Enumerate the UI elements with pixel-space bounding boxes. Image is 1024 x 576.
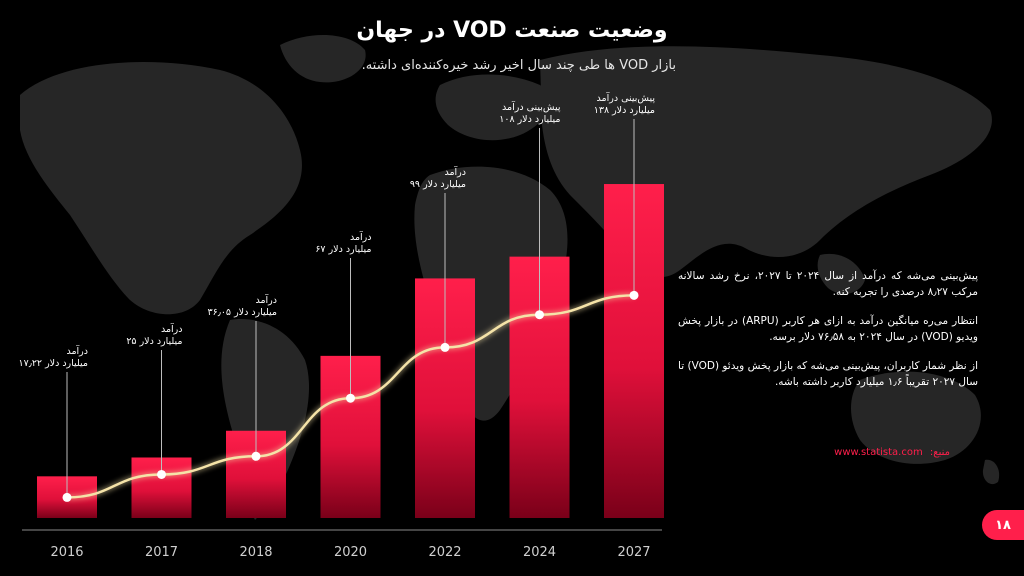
- info-paragraph-cagr: پیش‌بینی می‌شه که درآمد از سال ۲۰۲۴ تا ۲…: [678, 270, 978, 298]
- annotation-value-2020: ۶۷ میلیارد دلار: [315, 244, 371, 255]
- annotation-value-2022: ۹۹ میلیارد دلار: [410, 179, 466, 190]
- data-point-2018: [251, 451, 261, 461]
- data-point-2022: [440, 342, 450, 352]
- annotation-value-2018: ۳۶٫۰۵ میلیارد دلار: [208, 307, 277, 318]
- page-number-badge: ۱۸: [982, 510, 1024, 540]
- page-number: ۱۸: [995, 517, 1011, 533]
- x-tick-2022: 2022: [428, 545, 461, 560]
- annotation-value-2027: ۱۳۸ میلیارد دلار: [594, 105, 655, 116]
- data-point-2027: [629, 290, 639, 300]
- annotation-label-2017: درآمد: [161, 322, 183, 335]
- x-tick-2024: 2024: [523, 545, 556, 560]
- x-tick-2020: 2020: [334, 545, 367, 560]
- source-line: منبع: www.statista.com: [834, 447, 950, 458]
- annotation-label-2018: درآمد: [255, 293, 277, 306]
- source-link[interactable]: www.statista.com: [834, 447, 923, 458]
- annotation-label-2016: درآمد: [66, 344, 88, 357]
- annotation-value-2017: ۲۵ میلیارد دلار: [126, 336, 182, 347]
- info-paragraph-arpu: انتظار می‌ره میانگین درآمد به ازای هر کا…: [678, 315, 978, 343]
- data-point-2020: [346, 393, 355, 403]
- annotation-label-2020: درآمد: [350, 230, 372, 243]
- source-label: منبع:: [929, 447, 950, 458]
- annotation-label-2027: پیش‌بینی درآمد: [597, 91, 656, 104]
- info-panel: پیش‌بینی می‌شه که درآمد از سال ۲۰۲۴ تا ۲…: [678, 268, 978, 403]
- x-tick-2017: 2017: [145, 545, 178, 560]
- data-point-2017: [157, 469, 166, 479]
- annotation-label-2022: درآمد: [444, 165, 466, 178]
- data-point-2024: [535, 310, 544, 320]
- x-tick-2018: 2018: [239, 545, 272, 560]
- data-point-2016: [62, 492, 72, 502]
- annotation-value-2024: ۱۰۸ میلیارد دلار: [499, 114, 560, 125]
- info-paragraph-users: از نظر شمار کاربران، پیش‌بینی می‌شه که ب…: [678, 360, 979, 388]
- annotation-label-2024: پیش‌بینی درآمد: [502, 100, 561, 113]
- x-tick-2027: 2027: [617, 545, 650, 560]
- annotation-value-2016: ۱۷٫۲۲ میلیارد دلار: [19, 358, 88, 369]
- page-subtitle: بازار VOD ها طی چند سال اخیر رشد خیره‌کن…: [361, 58, 676, 73]
- page-title: وضعیت صنعت VOD در جهان: [356, 18, 668, 43]
- x-tick-2016: 2016: [50, 545, 83, 560]
